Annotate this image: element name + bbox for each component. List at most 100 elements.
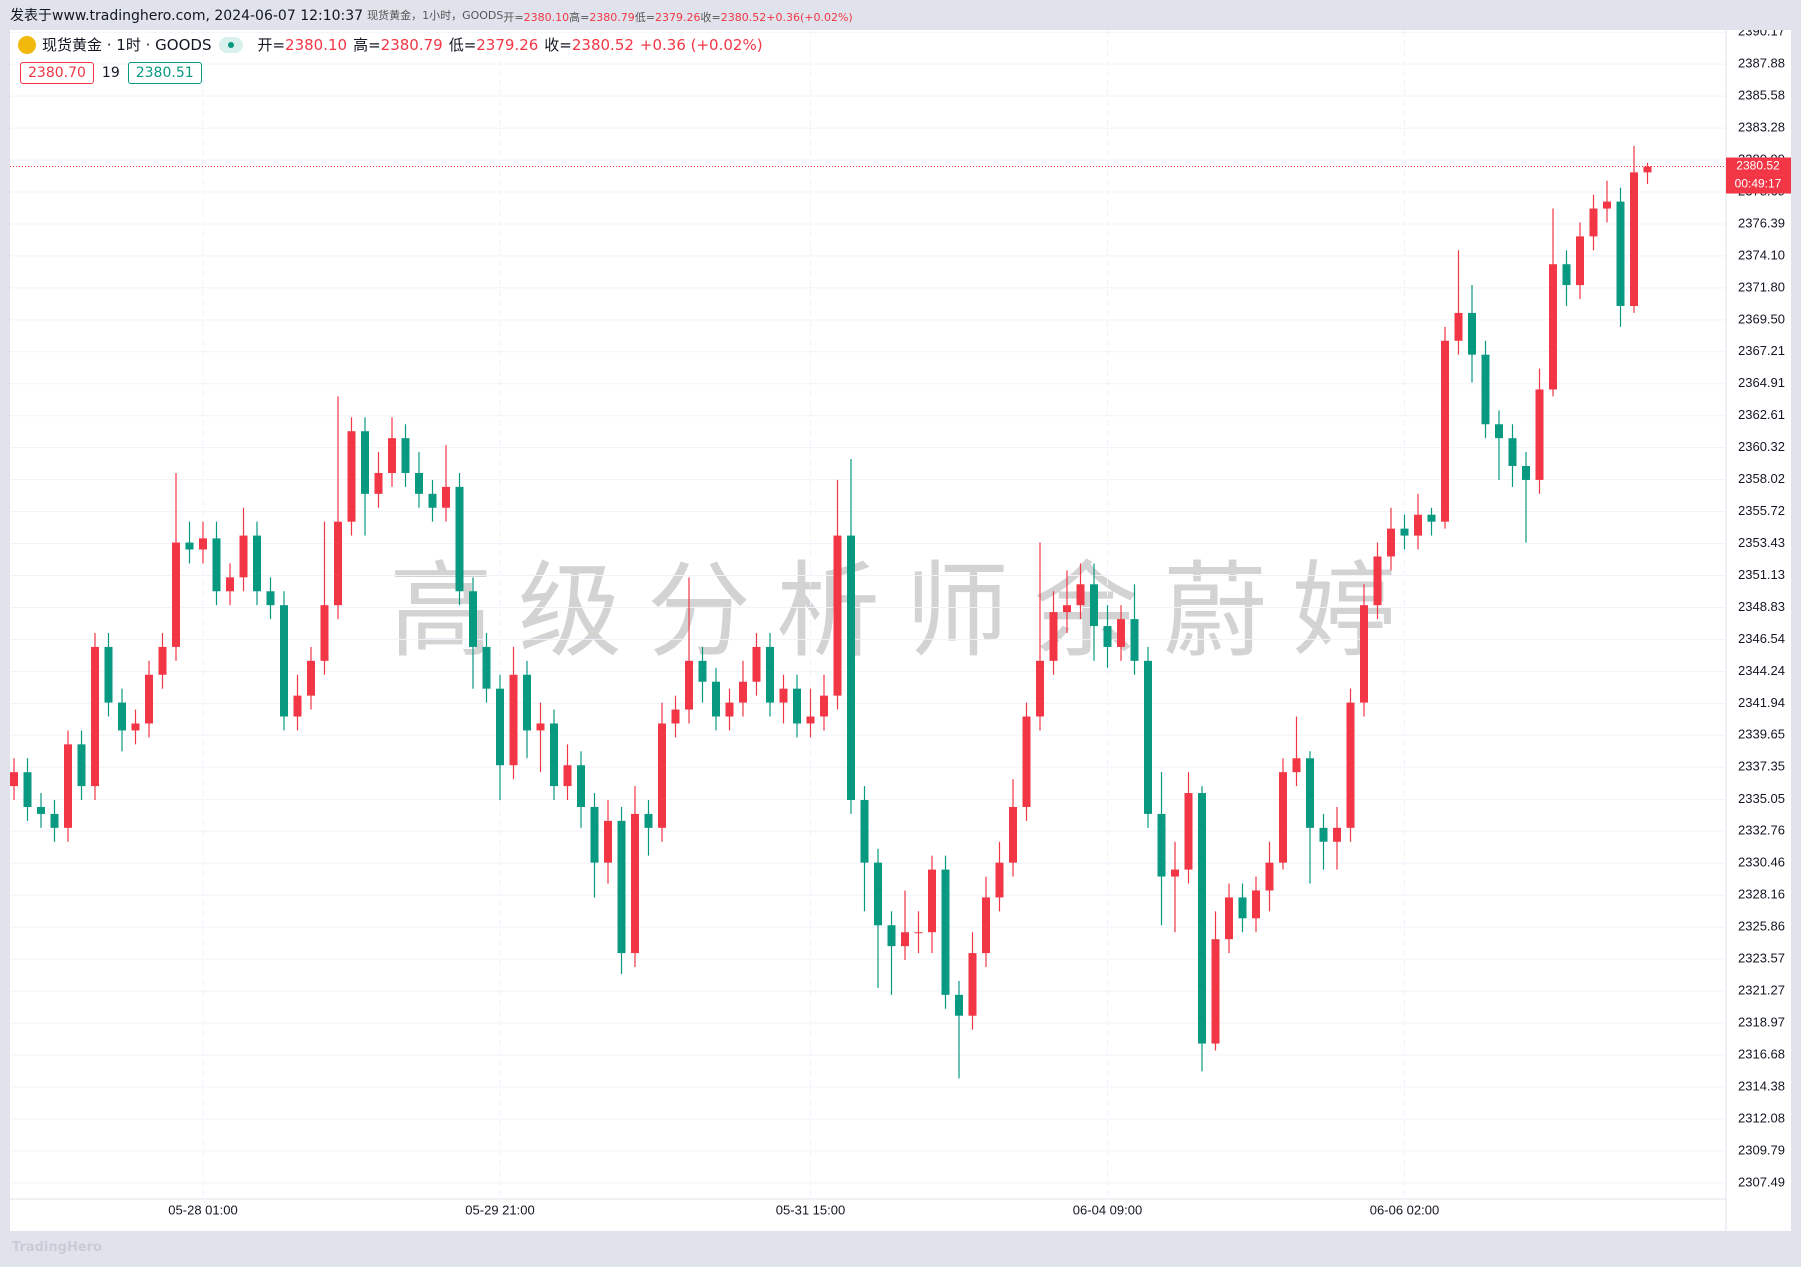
y-tick-label: 2337.35 xyxy=(1738,759,1785,774)
candle-body xyxy=(968,953,977,1016)
candle-body xyxy=(820,695,828,717)
candle-body xyxy=(118,702,126,731)
candle-body xyxy=(1063,605,1071,613)
candle-body xyxy=(1346,702,1355,828)
candle-body xyxy=(1535,389,1544,480)
symbol-info: 现货黄金，1小时，GOODS xyxy=(367,9,504,22)
candle-body xyxy=(550,723,558,787)
ohlc-label: 高= xyxy=(569,10,590,24)
candle-body xyxy=(536,723,545,731)
legend-value: 2380.52 xyxy=(571,36,634,54)
chart: 高级分析师余蔚婷 2307.49 2309.79 2312.08 2314.38 2316… xyxy=(10,30,1791,1231)
legend-value: 2380.79 xyxy=(380,36,443,54)
footer-logo: TradingHero xyxy=(12,1240,102,1255)
candle-body xyxy=(64,744,72,828)
candle-body xyxy=(455,486,464,592)
candle-body xyxy=(280,605,288,717)
legend-label: 开= xyxy=(257,36,286,54)
spread: 19 xyxy=(101,65,120,81)
y-tick-label: 2367.21 xyxy=(1738,343,1785,358)
candle-body xyxy=(1441,340,1449,522)
y-tick-label: 2325.86 xyxy=(1738,919,1785,934)
candle-body xyxy=(307,660,315,696)
y-tick-label: 2383.28 xyxy=(1738,120,1785,135)
candle-body xyxy=(1279,772,1287,863)
y-tick-label: 2371.80 xyxy=(1738,279,1785,294)
candle-body xyxy=(1292,758,1301,773)
candle-body xyxy=(1009,806,1017,863)
candle-body xyxy=(563,765,572,787)
candle-body xyxy=(1265,862,1274,891)
candle-body xyxy=(226,577,234,592)
y-tick-label: 2369.50 xyxy=(1738,311,1785,326)
y-tick-label: 2362.61 xyxy=(1738,407,1785,422)
y-tick-label: 2346.54 xyxy=(1738,631,1785,646)
ohlc-value: 2380.79 xyxy=(589,10,635,24)
candle-body xyxy=(766,646,774,703)
candle-body xyxy=(266,591,275,606)
candle-body xyxy=(1630,172,1638,306)
x-tick-label: 06-04 09:00 xyxy=(1073,1202,1142,1217)
candle-body xyxy=(1373,556,1382,606)
candle-body xyxy=(172,542,180,647)
candle-body xyxy=(1495,424,1503,439)
candle-body xyxy=(712,681,720,717)
candle-body xyxy=(617,820,626,954)
candle-body xyxy=(415,472,423,494)
candle-body xyxy=(253,535,261,592)
candle-body xyxy=(1454,312,1463,341)
candle-body xyxy=(1616,201,1625,306)
candle-body xyxy=(1508,438,1517,467)
candle-body xyxy=(874,862,882,926)
candle-body xyxy=(1414,514,1422,536)
candle-body xyxy=(1103,626,1112,647)
y-tick-label: 2307.49 xyxy=(1738,1174,1785,1189)
candle-body xyxy=(1144,660,1152,814)
y-tick-label: 2355.72 xyxy=(1738,503,1785,518)
countdown: 00:49:17 xyxy=(1735,177,1782,191)
candle-body xyxy=(914,932,923,934)
bid-ask: 2380.70 19 2380.51 xyxy=(20,62,202,84)
ohlc-legend: 开=2380.10 高=2380.79 低=2379.26 收=2380.52 xyxy=(251,34,633,55)
y-tick-label: 2376.39 xyxy=(1738,215,1785,230)
candle-body xyxy=(1387,528,1395,557)
candle-body xyxy=(1468,312,1476,355)
candle-body xyxy=(482,646,491,689)
candle-body xyxy=(779,688,788,703)
candle-body xyxy=(1522,466,1530,480)
candle-body xyxy=(50,813,59,828)
x-tick-label: 05-31 15:00 xyxy=(776,1202,845,1217)
candle-body xyxy=(928,869,936,933)
candle-body xyxy=(1427,514,1436,522)
x-tick-label: 05-29 21:00 xyxy=(465,1202,534,1217)
candle-body xyxy=(1171,869,1179,877)
symbol: 现货黄金 · 1时 · GOODS xyxy=(42,36,212,54)
candle-body xyxy=(644,813,653,828)
y-tick-label: 2332.76 xyxy=(1738,823,1785,838)
candle-body xyxy=(725,702,734,717)
status-dot xyxy=(219,36,244,53)
candle-body xyxy=(1306,758,1314,828)
bid[interactable]: 2380.70 xyxy=(20,62,94,84)
candle-body xyxy=(1603,201,1611,209)
y-tick-label: 2339.65 xyxy=(1738,727,1785,742)
candle-body xyxy=(10,772,18,787)
candle-body xyxy=(23,772,32,807)
candle-body xyxy=(604,820,612,863)
candle-body xyxy=(37,806,45,814)
candle-body xyxy=(388,438,396,473)
candle-body xyxy=(1319,827,1328,842)
candle-body xyxy=(1562,264,1571,286)
candle-body xyxy=(442,486,450,508)
candle-body xyxy=(374,472,383,494)
candle-body xyxy=(901,932,909,947)
candle-body xyxy=(995,862,1004,898)
candle-body xyxy=(1130,619,1139,661)
candle-body xyxy=(523,674,531,731)
ask[interactable]: 2380.51 xyxy=(127,62,202,84)
candle-body xyxy=(1643,166,1652,173)
candle-body xyxy=(1549,264,1557,390)
candle-body xyxy=(982,897,990,954)
candle-body xyxy=(1049,612,1058,661)
